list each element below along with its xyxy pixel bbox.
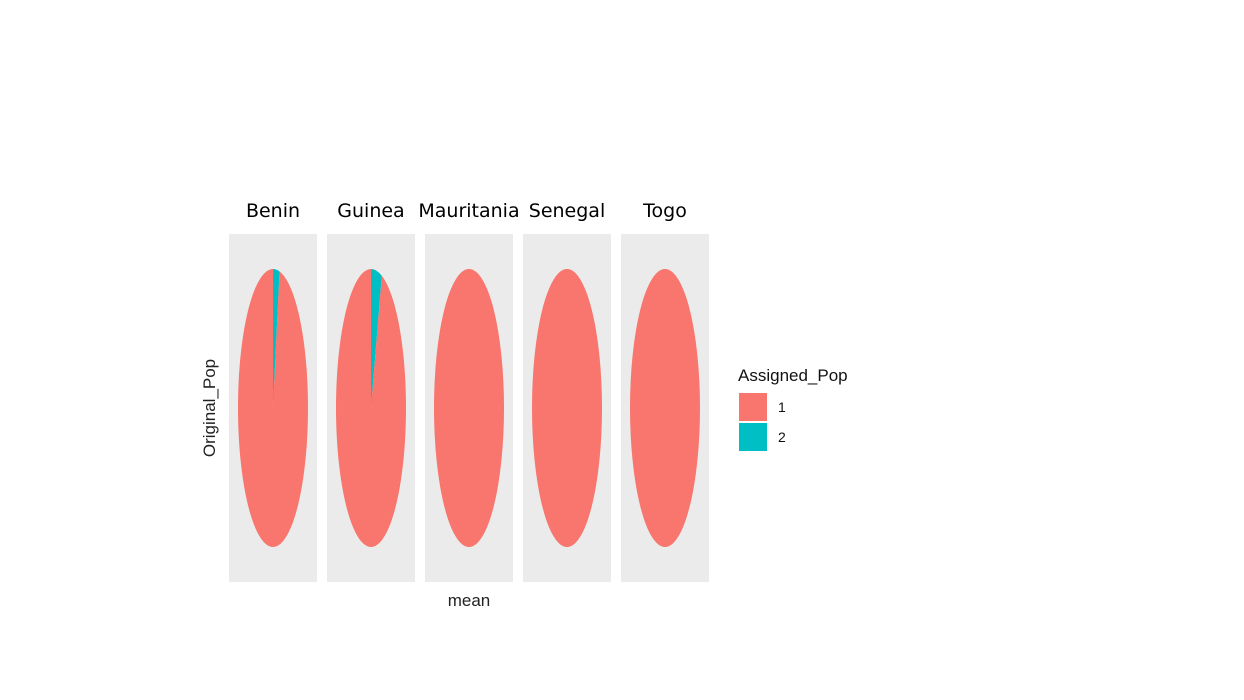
pie-slice-guinea-1 [336, 269, 407, 547]
strip-label-guinea: Guinea [337, 200, 404, 222]
strip-label-benin: Benin [246, 200, 300, 222]
strip-label-mauritania: Mauritania [418, 200, 519, 222]
pie-slice-mauritania-1 [434, 269, 504, 547]
pie-slice-senegal-1 [532, 269, 602, 547]
y-axis-title: Original_Pop [200, 359, 219, 457]
legend: Assigned_Pop 12 [738, 366, 848, 451]
facet-guinea: Guinea [327, 200, 415, 582]
pie-slice-togo-1 [630, 269, 700, 547]
facet-mauritania: Mauritania [418, 200, 520, 582]
legend-key-2 [739, 423, 767, 451]
facet-panels: Benin Guinea Mauritania Senegal Togo [229, 200, 709, 582]
legend-title: Assigned_Pop [738, 366, 848, 385]
pie-slice-benin-1 [238, 269, 308, 547]
pie-slice-benin-2 [273, 269, 280, 408]
facet-senegal: Senegal [523, 200, 611, 582]
legend-label-1: 1 [778, 399, 786, 415]
legend-items: 12 [739, 393, 786, 451]
facet-togo: Togo [621, 200, 709, 582]
strip-label-senegal: Senegal [529, 200, 605, 222]
strip-label-togo: Togo [642, 200, 687, 222]
legend-label-2: 2 [778, 429, 786, 445]
facet-benin: Benin [229, 200, 317, 582]
pie-slice-guinea-2 [371, 269, 382, 408]
x-axis-title: mean [448, 591, 491, 610]
legend-key-1 [739, 393, 767, 421]
